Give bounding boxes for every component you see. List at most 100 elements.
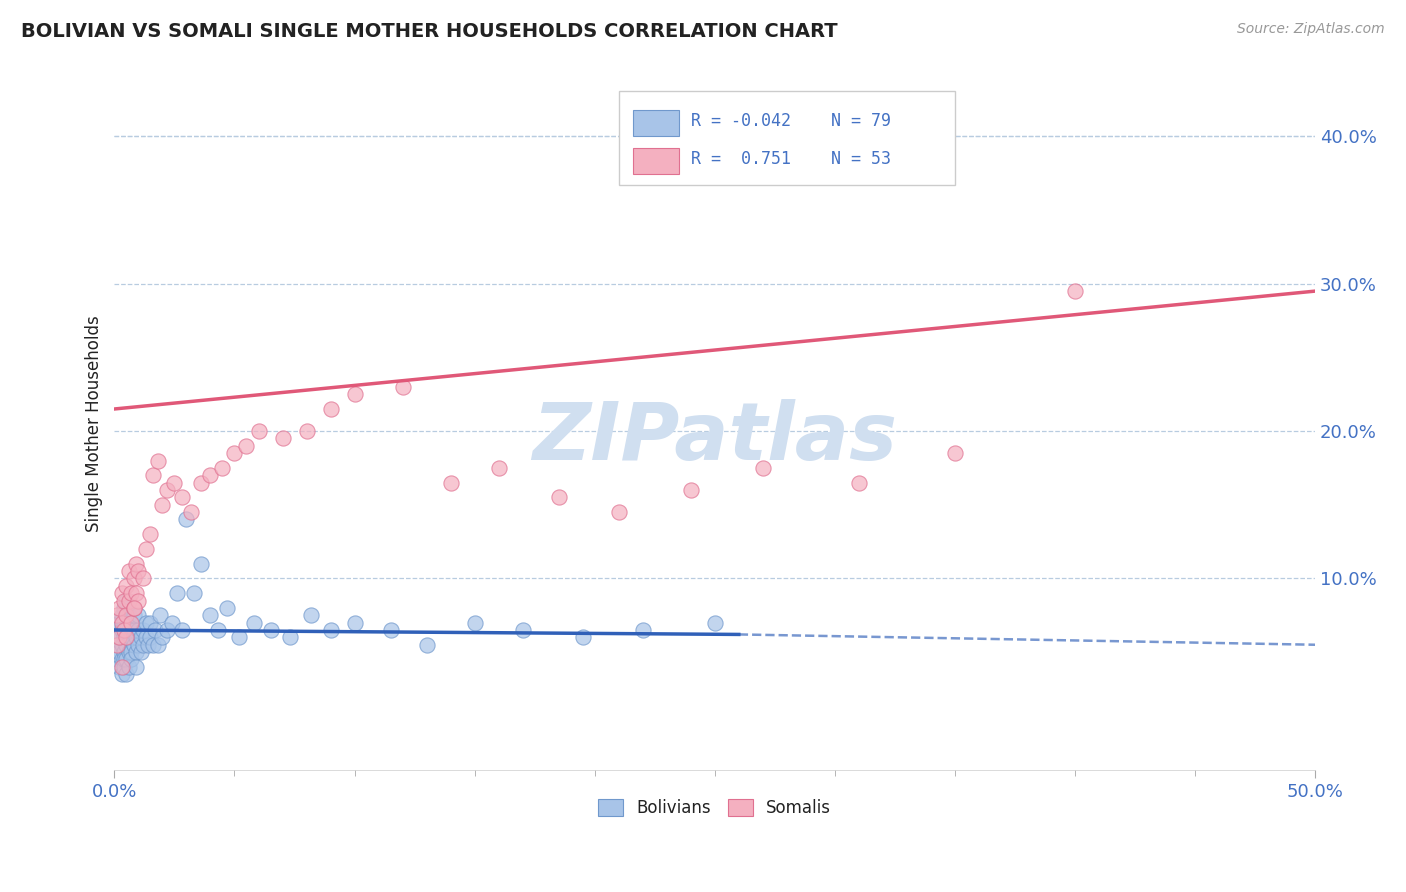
Point	[278, 631, 301, 645]
Point	[170, 491, 193, 505]
Point	[190, 557, 212, 571]
Point	[110, 586, 132, 600]
Point	[122, 571, 145, 585]
Point	[200, 468, 222, 483]
Point	[211, 461, 233, 475]
Point	[105, 638, 128, 652]
Point	[217, 601, 239, 615]
Point	[152, 498, 174, 512]
Point	[115, 579, 138, 593]
Point	[207, 623, 229, 637]
Point	[122, 608, 145, 623]
Point	[183, 586, 205, 600]
Point	[135, 615, 157, 630]
Bar	[633, 147, 679, 174]
Point	[631, 623, 654, 637]
Point	[464, 615, 486, 630]
Point	[110, 638, 132, 652]
Point	[132, 623, 155, 637]
Point	[110, 667, 132, 681]
Point	[118, 593, 141, 607]
Point	[391, 380, 413, 394]
FancyBboxPatch shape	[619, 91, 955, 185]
Point	[166, 586, 188, 600]
Point	[156, 483, 179, 497]
Point	[118, 645, 141, 659]
Point	[512, 623, 534, 637]
Point	[343, 615, 366, 630]
Point	[415, 638, 437, 652]
Point	[115, 631, 138, 645]
Point	[295, 424, 318, 438]
Point	[122, 601, 145, 615]
Point	[1064, 284, 1087, 298]
Point	[142, 468, 165, 483]
Point	[129, 631, 152, 645]
Point	[247, 424, 270, 438]
Point	[112, 652, 135, 666]
Point	[180, 505, 202, 519]
Point	[703, 615, 725, 630]
Point	[135, 631, 157, 645]
Point	[122, 623, 145, 637]
Point	[176, 512, 198, 526]
Point	[110, 615, 132, 630]
Point	[607, 505, 630, 519]
Point	[115, 638, 138, 652]
Text: BOLIVIAN VS SOMALI SINGLE MOTHER HOUSEHOLDS CORRELATION CHART: BOLIVIAN VS SOMALI SINGLE MOTHER HOUSEHO…	[21, 22, 838, 41]
Point	[118, 608, 141, 623]
Point	[120, 586, 142, 600]
Point	[120, 615, 142, 630]
Point	[127, 593, 149, 607]
Point	[105, 652, 128, 666]
Text: Source: ZipAtlas.com: Source: ZipAtlas.com	[1237, 22, 1385, 37]
Point	[132, 638, 155, 652]
Point	[848, 475, 870, 490]
Point	[139, 527, 162, 541]
Point	[146, 638, 169, 652]
Point	[136, 638, 159, 652]
Point	[127, 564, 149, 578]
Point	[115, 608, 138, 623]
Point	[679, 483, 702, 497]
Bar	[633, 110, 679, 136]
Point	[110, 652, 132, 666]
Point	[163, 475, 186, 490]
Point	[127, 638, 149, 652]
Point	[190, 475, 212, 490]
Point	[108, 601, 131, 615]
Text: ZIPatlas: ZIPatlas	[533, 399, 897, 476]
Point	[125, 645, 148, 659]
Point	[118, 623, 141, 637]
Point	[120, 615, 142, 630]
Point	[112, 645, 135, 659]
Point	[108, 615, 131, 630]
Point	[125, 660, 148, 674]
Point	[108, 631, 131, 645]
Point	[129, 645, 152, 659]
Point	[149, 608, 172, 623]
Point	[108, 660, 131, 674]
Point	[319, 402, 342, 417]
Point	[139, 615, 162, 630]
Point	[118, 660, 141, 674]
Point	[127, 608, 149, 623]
Point	[105, 608, 128, 623]
Point	[380, 623, 402, 637]
Point	[440, 475, 463, 490]
Point	[139, 631, 162, 645]
Point	[125, 586, 148, 600]
Point	[115, 623, 138, 637]
Point	[112, 623, 135, 637]
Point	[110, 623, 132, 637]
Point	[105, 638, 128, 652]
Point	[488, 461, 510, 475]
Point	[127, 623, 149, 637]
Point	[228, 631, 250, 645]
Point	[112, 631, 135, 645]
Point	[224, 446, 246, 460]
Point	[152, 631, 174, 645]
Point	[547, 491, 569, 505]
Point	[120, 631, 142, 645]
Point	[200, 608, 222, 623]
